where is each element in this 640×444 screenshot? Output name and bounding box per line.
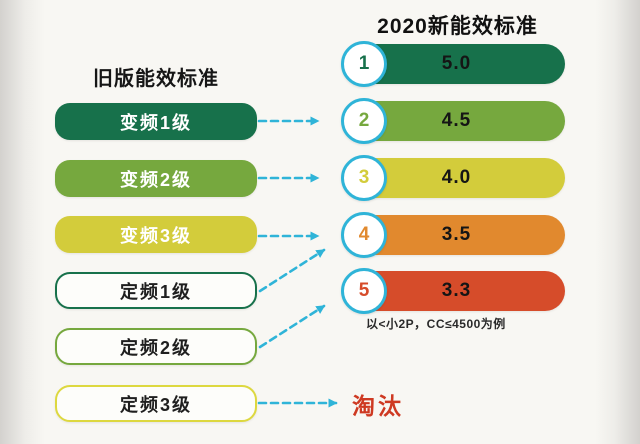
grade-circle-2: 2 [341,98,387,144]
old-level-label: 变频3级 [119,225,192,246]
grade-number: 2 [358,110,370,131]
rating-value: 5.0 [441,53,472,74]
grade-circle-4: 4 [341,212,387,258]
grade-circle-5: 5 [341,268,387,314]
old-standard-title: 旧版能效标准 [93,68,219,90]
old-level-label: 定频1级 [119,281,192,302]
old-level-label: 变频2级 [119,169,192,190]
grade-circle-1: 1 [341,41,387,87]
rating-value: 4.0 [441,167,472,188]
grade-number: 5 [358,280,370,301]
grade-number: 3 [358,167,370,188]
grade-circle-3: 3 [341,155,387,201]
old-level-box-dingpin3: 定频3级 [55,385,257,422]
old-level-box-bianpin2: 变频2级 [55,160,257,197]
grade-number: 1 [358,53,370,74]
flow-arrow-dingpin1 [258,248,326,293]
eliminated-label: 淘汰 [352,393,404,419]
old-level-box-bianpin3: 变频3级 [55,216,257,253]
rating-value: 4.5 [441,110,472,131]
old-level-label: 定频2级 [119,337,192,358]
old-level-box-bianpin1: 变频1级 [55,103,257,140]
rating-value: 3.5 [441,224,472,245]
old-level-box-dingpin1: 定频1级 [55,272,257,309]
new-standard-title: 2020新能效标准 [377,15,538,38]
old-level-box-dingpin2: 定频2级 [55,328,257,365]
flow-arrow-dingpin2 [258,304,326,349]
rating-value: 3.3 [441,280,472,301]
old-level-label: 定频3级 [119,394,192,415]
old-level-label: 变频1级 [119,112,192,133]
example-note: 以<小2P，CC≤4500为例 [366,317,506,331]
grade-number: 4 [358,224,370,245]
